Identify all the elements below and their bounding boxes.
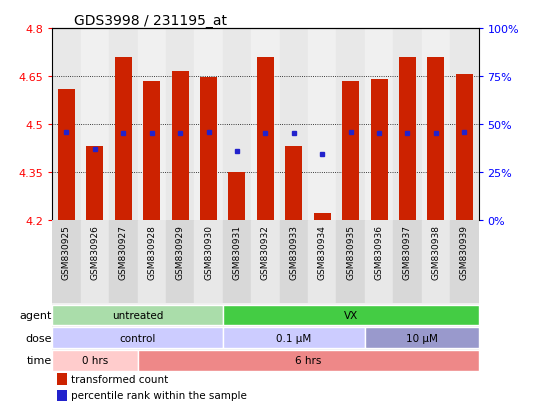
Text: 10 μM: 10 μM	[406, 333, 438, 343]
Bar	[223, 305, 478, 325]
Bar	[337, 29, 365, 220]
Bar	[194, 220, 223, 304]
Text: 6 hrs: 6 hrs	[295, 356, 321, 366]
Bar	[57, 373, 67, 385]
Bar	[115, 57, 132, 220]
Text: GSM830937: GSM830937	[403, 224, 412, 279]
Text: 0.1 μM: 0.1 μM	[276, 333, 311, 343]
Bar	[371, 80, 388, 220]
Bar	[52, 328, 223, 348]
Bar	[257, 57, 274, 220]
Text: GSM830935: GSM830935	[346, 224, 355, 279]
Text: GSM830934: GSM830934	[318, 224, 327, 279]
Text: time: time	[26, 356, 52, 366]
Bar	[200, 78, 217, 220]
Text: percentile rank within the sample: percentile rank within the sample	[72, 391, 248, 401]
Text: untreated: untreated	[112, 310, 163, 320]
Bar	[138, 350, 478, 371]
Bar	[251, 220, 279, 304]
Text: transformed count: transformed count	[72, 374, 169, 384]
Bar	[422, 29, 450, 220]
Bar	[81, 29, 109, 220]
Text: GSM830927: GSM830927	[119, 224, 128, 279]
Bar	[109, 220, 138, 304]
Bar	[279, 220, 308, 304]
Bar	[337, 220, 365, 304]
Bar	[365, 220, 393, 304]
Text: GSM830925: GSM830925	[62, 224, 71, 279]
Text: GSM830926: GSM830926	[90, 224, 100, 279]
Bar	[223, 328, 365, 348]
Bar	[58, 90, 75, 220]
Bar	[86, 147, 103, 220]
Bar	[456, 75, 473, 220]
Bar	[81, 220, 109, 304]
Bar	[166, 220, 194, 304]
Bar	[393, 29, 422, 220]
Bar	[422, 220, 450, 304]
Text: GSM830939: GSM830939	[460, 224, 469, 279]
Bar	[166, 29, 194, 220]
Bar	[251, 29, 279, 220]
Text: control: control	[119, 333, 156, 343]
Bar	[52, 350, 138, 371]
Bar	[285, 147, 302, 220]
Text: GSM830930: GSM830930	[204, 224, 213, 279]
Text: GSM830928: GSM830928	[147, 224, 156, 279]
Bar	[143, 81, 160, 220]
Bar	[427, 57, 444, 220]
Bar	[308, 29, 337, 220]
Bar	[223, 29, 251, 220]
Bar	[365, 29, 393, 220]
Bar	[52, 305, 223, 325]
Text: GSM830932: GSM830932	[261, 224, 270, 279]
Bar	[365, 328, 478, 348]
Bar	[52, 220, 81, 304]
Bar	[314, 214, 331, 220]
Text: VX: VX	[344, 310, 358, 320]
Bar	[57, 389, 67, 401]
Bar	[393, 220, 422, 304]
Text: agent: agent	[19, 310, 52, 320]
Bar	[138, 220, 166, 304]
Bar	[279, 29, 308, 220]
Text: GSM830938: GSM830938	[431, 224, 441, 279]
Bar	[172, 72, 189, 220]
Bar	[109, 29, 138, 220]
Text: GSM830929: GSM830929	[175, 224, 185, 279]
Text: GDS3998 / 231195_at: GDS3998 / 231195_at	[74, 14, 227, 28]
Text: dose: dose	[25, 333, 52, 343]
Text: GSM830933: GSM830933	[289, 224, 298, 279]
Bar	[52, 29, 81, 220]
Bar	[194, 29, 223, 220]
Bar	[342, 81, 359, 220]
Bar	[450, 220, 478, 304]
Bar	[228, 172, 245, 220]
Bar	[223, 220, 251, 304]
Bar	[399, 57, 416, 220]
Bar	[450, 29, 478, 220]
Text: GSM830936: GSM830936	[375, 224, 383, 279]
Bar	[138, 29, 166, 220]
Bar	[308, 220, 337, 304]
Text: GSM830931: GSM830931	[233, 224, 241, 279]
Text: 0 hrs: 0 hrs	[82, 356, 108, 366]
